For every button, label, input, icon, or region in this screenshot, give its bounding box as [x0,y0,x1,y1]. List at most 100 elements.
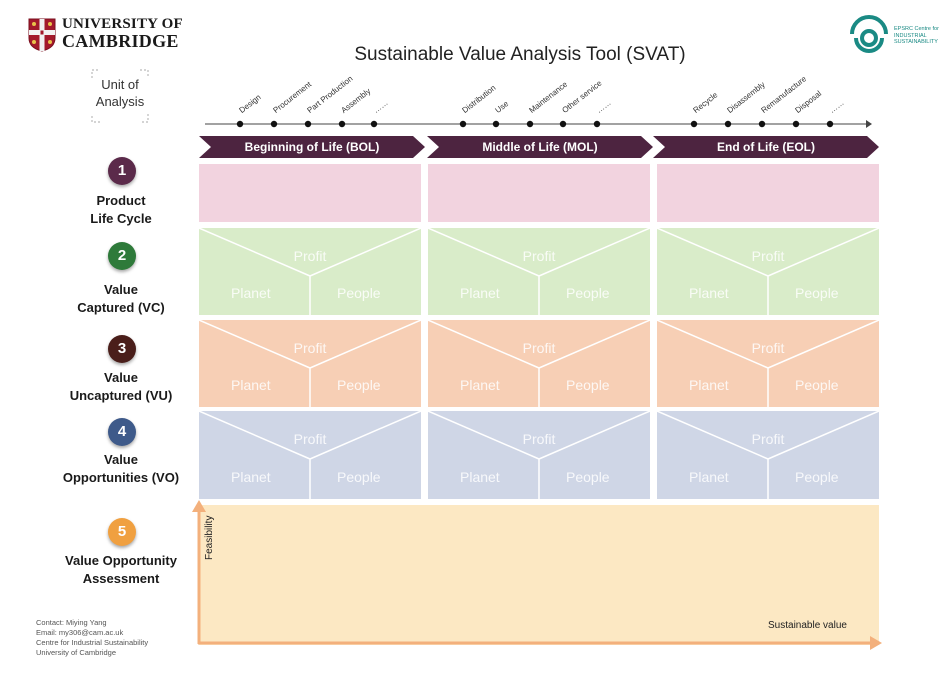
timeline-stage-dot [459,120,467,128]
triangle-divider [657,411,879,499]
value-captured-cell-bol: Profit Planet People [199,228,421,315]
planet-label: Planet [460,285,500,301]
phase-arrow-icon [653,136,879,158]
profit-label: Profit [522,431,556,447]
dashed-corner-frame [91,69,149,123]
profit-label: Profit [522,248,556,264]
value-uncaptured-cell-mol: Profit Planet People [428,320,650,407]
row-label-value-opportunities: Value Opportunities (VO) [30,451,212,487]
triangle-divider [428,320,650,407]
unit-of-analysis-box: Unit of Analysis [90,68,150,124]
row-number-2: 2 [108,242,136,270]
life-cycle-cell-mol [428,164,650,222]
timeline-stage-dot [236,120,244,128]
timeline-stage-dot [593,120,601,128]
row-label-line1: Value [104,370,138,385]
people-label: People [566,285,610,301]
people-label: People [795,285,839,301]
profit-label: Profit [751,340,785,356]
life-cycle-cell-eol [657,164,879,222]
phase-arrow-icon [199,136,425,158]
value-captured-cell-mol: Profit Planet People [428,228,650,315]
planet-label: Planet [231,469,271,485]
cis-logo-line1: EPSRC Centre for [894,26,939,32]
triangle-divider [199,411,421,499]
phase-eol: End of Life (EOL) [653,136,879,158]
cis-logo-line2: INDUSTRIAL [894,32,927,39]
profit-label: Profit [522,340,556,356]
cis-emblem-icon [850,15,888,53]
row-label-line1: Value [104,282,138,297]
life-cycle-cell-bol [199,164,421,222]
planet-label: Planet [231,377,271,393]
row-label-line2: Uncaptured (VU) [69,388,173,403]
contact-info: Contact: Miying Yang Email: my306@cam.ac… [36,618,148,658]
contact-email: Email: my306@cam.ac.uk [36,628,124,637]
row-label-line2: Opportunities (VO) [62,470,180,485]
triangle-divider [199,320,421,407]
phase-mol-label: Middle of Life (MOL) [482,140,598,154]
unit-label-line2: Analysis [95,94,145,109]
university-logo: UNIVERSITY OF CAMBRIDGE [28,16,198,56]
contact-university: University of Cambridge [36,648,117,657]
triangle-divider [657,320,879,407]
triangle-divider [199,228,421,315]
timeline-stage-dot [758,120,766,128]
planet-label: Planet [689,469,729,485]
value-captured-cell-eol: Profit Planet People [657,228,879,315]
row-number-4: 4 [108,418,136,446]
phase-bol: Beginning of Life (BOL) [199,136,425,158]
timeline-stage-dot [526,120,534,128]
x-axis-label: Sustainable value [768,620,847,631]
value-opportunities-cell-bol: Profit Planet People [199,411,421,499]
profit-label: Profit [293,431,327,447]
value-opportunities-cell-mol: Profit Planet People [428,411,650,499]
timeline-stage-dot [338,120,346,128]
people-label: People [795,377,839,393]
profit-label: Profit [293,340,327,356]
triangle-divider [428,411,650,499]
university-name-line1: UNIVERSITY OF [62,16,183,32]
value-opportunities-cell-eol: Profit Planet People [657,411,879,499]
row-number-5: 5 [108,518,136,546]
planet-label: Planet [689,285,729,301]
timeline-stage-dot [370,120,378,128]
value-uncaptured-cell-eol: Profit Planet People [657,320,879,407]
triangle-divider [428,228,650,315]
row-label-line1: Value [104,452,138,467]
planet-label: Planet [460,469,500,485]
row-label-line2: Captured (VC) [77,300,165,315]
timeline-axis [205,120,872,128]
university-name-line2: CAMBRIDGE [62,31,179,51]
life-cycle-timeline: Design Procurement Part Production Assembly… [0,0,950,140]
cis-logo-line3: SUSTAINABILITY [894,39,938,45]
timeline-stage-dot [690,120,698,128]
row-label-line2: Assessment [82,571,160,586]
contact-centre: Centre for Industrial Sustainability [36,638,149,647]
planet-label: Planet [460,377,500,393]
row-label-line1: Product [96,193,146,208]
timeline-stage-dot [826,120,834,128]
phase-eol-label: End of Life (EOL) [717,140,815,154]
timeline-stage-dot [559,120,567,128]
people-label: People [337,377,381,393]
people-label: People [337,285,381,301]
people-label: People [566,469,610,485]
row-label-life-cycle: Product Life Cycle [30,192,212,228]
phase-arrow-icon [427,136,653,158]
y-axis-label: Feasibility [204,515,215,560]
row-label-line2: Life Cycle [90,211,152,226]
timeline-stage-dot [270,120,278,128]
assessment-axes [192,500,882,650]
phase-bol-label: Beginning of Life (BOL) [244,140,380,154]
row-label-value-uncaptured: Value Uncaptured (VU) [30,369,212,405]
row-number-1: 1 [108,157,136,185]
value-opportunity-assessment-area [199,505,879,645]
profit-label: Profit [293,248,327,264]
page-title: Sustainable Value Analysis Tool (SVAT) [354,44,686,65]
row-label-value-opportunity-assessment: Value Opportunity Assessment [30,552,212,588]
people-label: People [795,469,839,485]
timeline-stage-dot [724,120,732,128]
people-label: People [566,377,610,393]
profit-label: Profit [751,431,785,447]
